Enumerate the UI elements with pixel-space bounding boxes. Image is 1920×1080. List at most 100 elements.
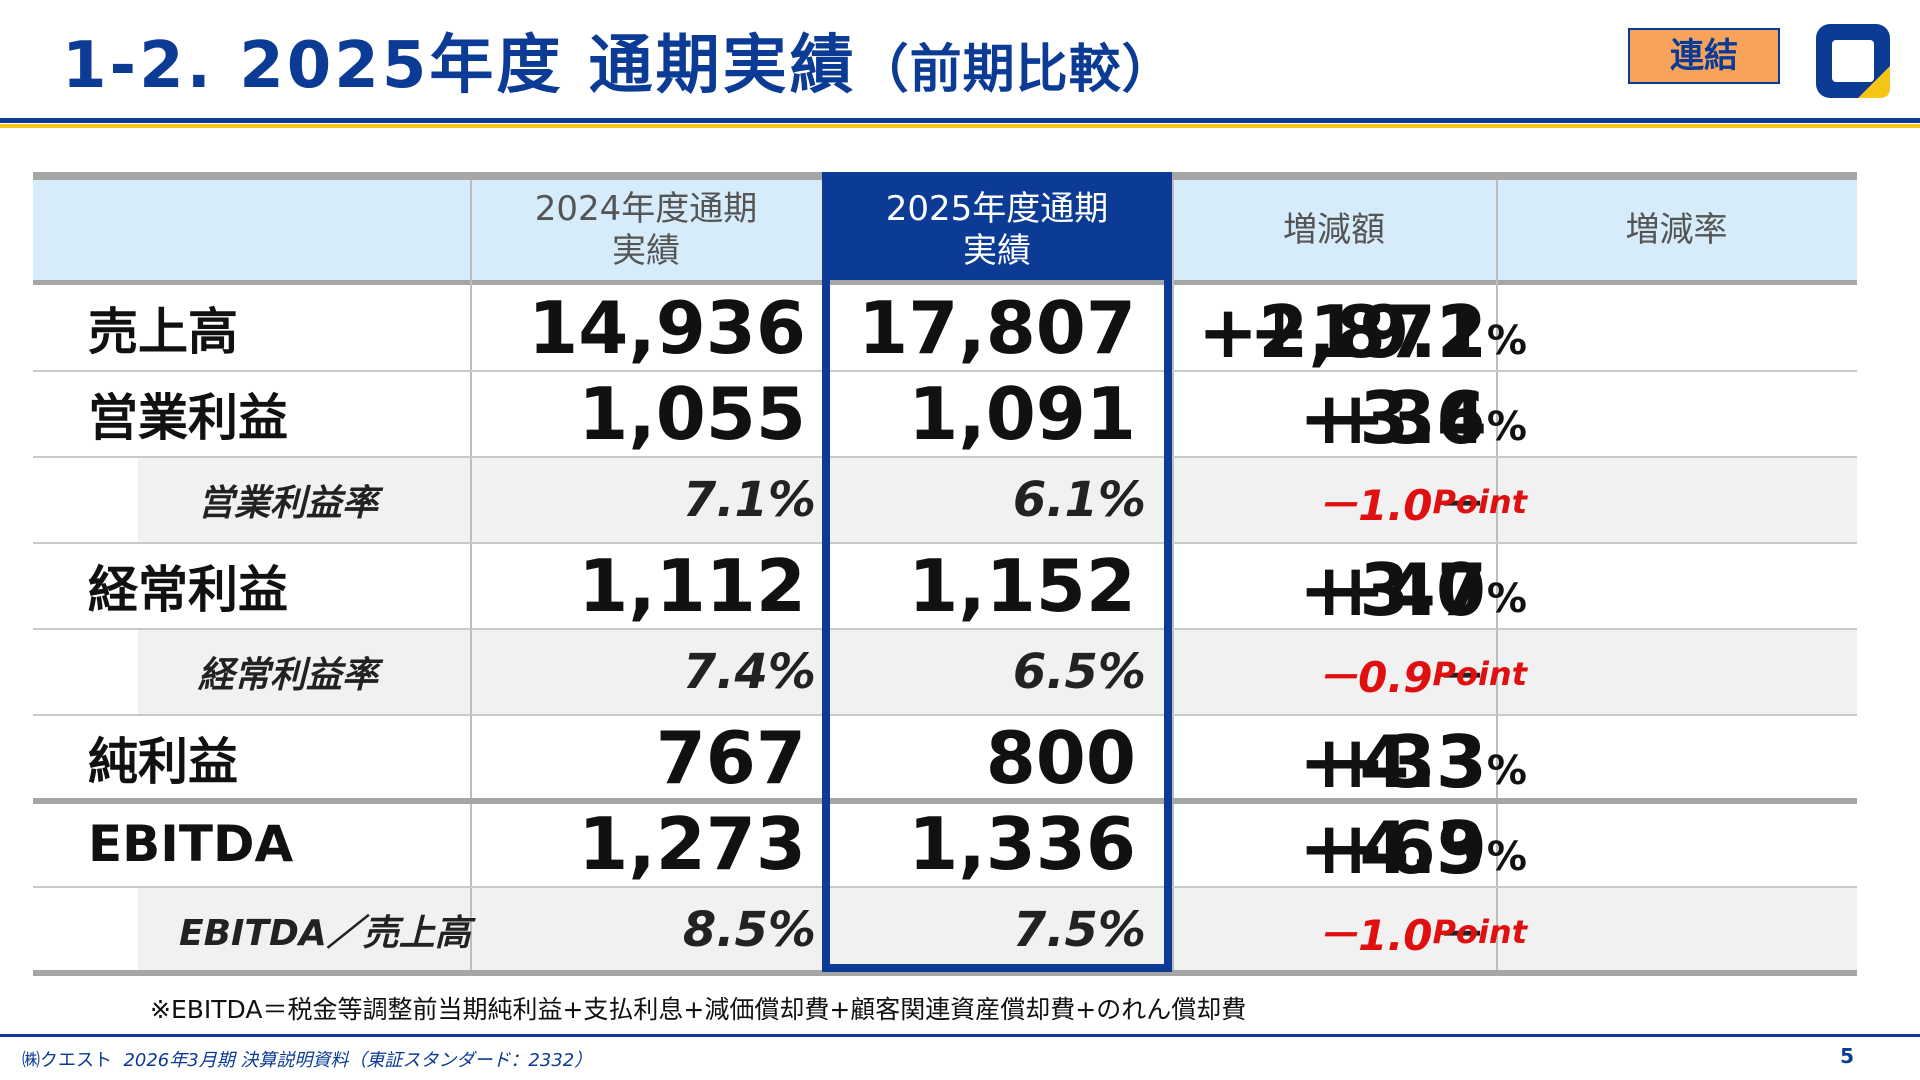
table-row: 営業利益率 7.1% 6.1% －－1.0 Point bbox=[33, 457, 1857, 543]
header-rule-blue bbox=[0, 118, 1920, 123]
rate-number: +3.4 bbox=[1299, 376, 1487, 460]
rate-number: +3.7 bbox=[1299, 548, 1487, 632]
rate-unit: % bbox=[1486, 318, 1527, 364]
diff-value: +36 bbox=[1325, 376, 1486, 460]
row-label: 経常利益 bbox=[88, 561, 288, 619]
prev-year-value: 7.4% bbox=[682, 644, 816, 700]
prev-year-value: 8.5% bbox=[682, 902, 816, 958]
column-divider bbox=[1172, 180, 1174, 972]
row-divider bbox=[33, 886, 1857, 888]
header-prev-year-label: 2024年度通期 実績 bbox=[534, 189, 758, 271]
prev-year-value: 767 bbox=[655, 716, 806, 800]
header-curr-year-label: 2025年度通期 実績 bbox=[885, 189, 1109, 271]
diff-value: +63 bbox=[1325, 806, 1486, 890]
prev-year-value: 1,112 bbox=[578, 544, 806, 628]
table-row: 営業利益 1,055 1,091 +36 +3.4% bbox=[33, 371, 1857, 460]
rate-unit: Point bbox=[1432, 483, 1527, 521]
footer-doc: 2026年3月期 決算説明資料（東証スタンダード：2332） bbox=[123, 1050, 593, 1071]
table-row: 売上高 14,936 17,807 +2,871 +19.2% bbox=[33, 285, 1857, 374]
footer-company: ㈱クエスト bbox=[22, 1050, 112, 1071]
rate-value: －1.0 Point bbox=[1316, 889, 1527, 975]
row-divider bbox=[33, 714, 1857, 716]
quest-logo-icon bbox=[1816, 24, 1890, 98]
rate-number: －1.0 bbox=[1316, 910, 1433, 960]
rate-number: －0.9 bbox=[1316, 652, 1433, 702]
column-divider bbox=[470, 180, 472, 972]
table-header-rule bbox=[33, 280, 1857, 285]
header-blank bbox=[33, 180, 470, 280]
row-label: 経常利益率 bbox=[198, 655, 379, 696]
row-label: 営業利益率 bbox=[198, 483, 379, 524]
ebitda-footnote: ※EBITDA＝税金等調整前当期純利益+支払利息+減価償却費+顧客関連資産償却費… bbox=[150, 995, 1247, 1024]
diff-value: － bbox=[1437, 649, 1486, 705]
rate-number: +4.3 bbox=[1299, 720, 1487, 804]
subrow-shade bbox=[138, 457, 1857, 543]
title-paren: （前期比較） bbox=[856, 40, 1175, 100]
subrow-shade bbox=[138, 629, 1857, 715]
curr-year-value: 17,807 bbox=[858, 286, 1136, 370]
table-bottom-border bbox=[33, 970, 1857, 976]
header-curr-year: 2025年度通期 実績 bbox=[822, 180, 1172, 280]
header-rate-label: 増減率 bbox=[1625, 210, 1728, 250]
rate-value: +3.7% bbox=[1299, 547, 1527, 633]
rate-unit: % bbox=[1486, 576, 1527, 622]
table-row: 経常利益率 7.4% 6.5% －－0.9 Point bbox=[33, 629, 1857, 715]
row-label: 純利益 bbox=[88, 733, 238, 791]
diff-value: +40 bbox=[1325, 548, 1486, 632]
page-title: 1-2. 2025年度 通期実績（前期比較） bbox=[62, 26, 1175, 106]
rate-unit: % bbox=[1486, 834, 1527, 880]
diff-value: － bbox=[1437, 907, 1486, 963]
header-diff: 増減額 bbox=[1172, 180, 1496, 280]
table-row: EBITDA／売上高 8.5% 7.5% －－1.0 Point bbox=[33, 887, 1857, 973]
header-rate: 増減率 bbox=[1496, 180, 1857, 280]
rate-unit: Point bbox=[1432, 913, 1527, 951]
table-top-border bbox=[33, 172, 1857, 180]
rate-number: －1.0 bbox=[1316, 480, 1433, 530]
rate-unit: % bbox=[1486, 748, 1527, 794]
row-label: EBITDA／売上高 bbox=[179, 913, 471, 954]
header-prev-year: 2024年度通期 実績 bbox=[470, 180, 822, 280]
column-divider bbox=[1496, 180, 1498, 972]
table-row: 経常利益 1,112 1,152 +40 +3.7% bbox=[33, 543, 1857, 632]
rate-value: －0.9 Point bbox=[1316, 631, 1527, 717]
rate-value: －1.0 Point bbox=[1316, 459, 1527, 545]
curr-year-value: 1,152 bbox=[908, 544, 1136, 628]
row-divider bbox=[33, 542, 1857, 544]
curr-year-value: 6.1% bbox=[1012, 472, 1146, 528]
curr-year-value: 7.5% bbox=[1012, 902, 1146, 958]
curr-year-value: 6.5% bbox=[1012, 644, 1146, 700]
results-table: 2024年度通期 実績 2025年度通期 実績 増減額 増減率 売上高 14,936 17,… bbox=[33, 172, 1857, 976]
rate-value: +3.4% bbox=[1299, 375, 1527, 461]
header-diff-label: 増減額 bbox=[1283, 210, 1385, 250]
row-label: EBITDA bbox=[88, 815, 294, 873]
rate-value: +19.2% bbox=[1249, 289, 1527, 375]
prev-year-value: 1,055 bbox=[578, 372, 806, 456]
row-divider bbox=[33, 456, 1857, 458]
prev-year-value: 1,273 bbox=[578, 802, 806, 886]
prev-year-value: 7.1% bbox=[682, 472, 816, 528]
footer-source: ㈱クエスト 2026年3月期 決算説明資料（東証スタンダード：2332） bbox=[22, 1046, 592, 1072]
curr-year-value: 1,091 bbox=[908, 372, 1136, 456]
rate-number: +4.9 bbox=[1299, 806, 1487, 890]
prev-year-value: 14,936 bbox=[528, 286, 806, 370]
footer-rule bbox=[0, 1034, 1920, 1037]
diff-value: +33 bbox=[1325, 720, 1486, 804]
diff-value: － bbox=[1437, 477, 1486, 533]
page-number: 5 bbox=[1840, 1044, 1854, 1068]
diff-value: +2,871 bbox=[1197, 290, 1486, 374]
title-main: 1-2. 2025年度 通期実績 bbox=[62, 29, 857, 103]
subrow-shade bbox=[138, 887, 1857, 973]
consolidated-badge: 連結 bbox=[1628, 28, 1780, 84]
header-rule-yellow bbox=[0, 124, 1920, 128]
ebitda-separator bbox=[33, 798, 1857, 804]
table-row: EBITDA 1,273 1,336 +63 +4.9% bbox=[33, 801, 1857, 890]
rate-unit: % bbox=[1486, 404, 1527, 450]
rate-unit: Point bbox=[1432, 655, 1527, 693]
rate-value: +4.9% bbox=[1299, 805, 1527, 891]
row-divider bbox=[33, 628, 1857, 630]
rate-number: +19.2 bbox=[1248, 290, 1487, 374]
table-row: 純利益 767 800 +33 +4.3% bbox=[33, 715, 1857, 804]
rate-value: +4.3% bbox=[1299, 719, 1527, 805]
row-divider bbox=[33, 370, 1857, 372]
curr-year-value: 800 bbox=[985, 716, 1136, 800]
